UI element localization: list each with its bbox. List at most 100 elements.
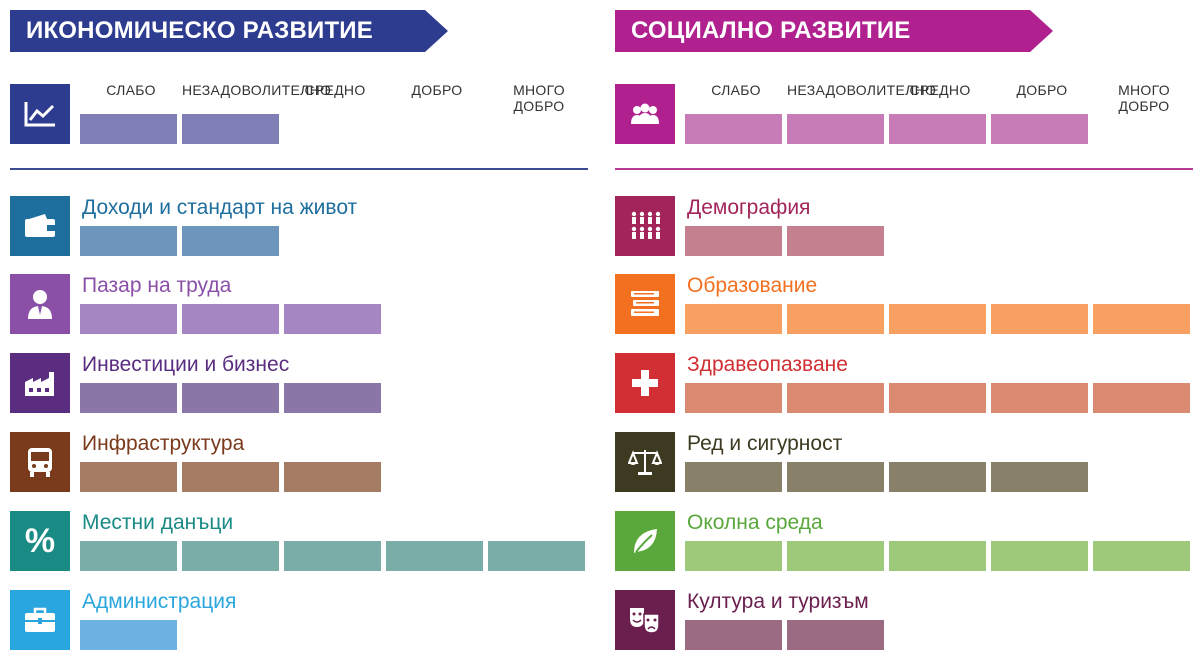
rating-segment	[1093, 541, 1190, 571]
social-panel: СОЦИАЛНО РАЗВИТИЕ СЛАБО НЕЗАДОВОЛИТЕЛНО …	[605, 0, 1195, 660]
rating-segment	[787, 462, 884, 492]
rating-segment	[386, 541, 483, 571]
scale-label-average: СРЕДНО	[304, 82, 366, 98]
rating-segment	[787, 620, 884, 650]
row-title-infrastructure: Инфраструктура	[82, 432, 245, 455]
row-bars-culture-tourism	[685, 620, 1195, 650]
social-banner: СОЦИАЛНО РАЗВИТИЕ	[615, 10, 1053, 52]
economic-panel: ИКОНОМИЧЕСКО РАЗВИТИЕ СЛАБО НЕЗАДОВОЛИТЕ…	[0, 0, 590, 660]
books-icon	[615, 274, 675, 334]
row-title-income: Доходи и стандарт на живот	[82, 196, 358, 219]
row-bars-local-taxes	[80, 541, 590, 571]
briefcase-icon	[10, 590, 70, 650]
rating-segment	[80, 541, 177, 571]
leaf-icon	[615, 511, 675, 571]
rating-segment	[488, 541, 585, 571]
row-bars-environment	[685, 541, 1195, 571]
rating-segment	[889, 383, 986, 413]
rating-segment	[685, 541, 782, 571]
row-bars-healthcare	[685, 383, 1195, 413]
theater-masks-icon	[615, 590, 675, 650]
rating-segment	[991, 462, 1088, 492]
row-title-local-taxes: Местни данъци	[82, 511, 234, 534]
rating-segment	[991, 541, 1088, 571]
row-bars-labor-market	[80, 304, 590, 334]
worker-icon	[10, 274, 70, 334]
rating-segment	[991, 304, 1088, 334]
rating-segment	[787, 226, 884, 256]
row-bars-administration	[80, 620, 590, 650]
chart-icon	[10, 84, 70, 144]
economic-overall-bars	[80, 114, 590, 144]
rating-segment	[889, 114, 986, 144]
health-cross-icon	[615, 353, 675, 413]
scale-label-average: СРЕДНО	[909, 82, 971, 98]
economic-divider	[10, 168, 588, 170]
rating-segment	[284, 541, 381, 571]
row-title-administration: Администрация	[82, 590, 237, 613]
population-icon	[615, 196, 675, 256]
rating-segment	[889, 541, 986, 571]
rating-segment	[685, 114, 782, 144]
rating-segment	[182, 462, 279, 492]
rating-segment	[182, 226, 279, 256]
rating-segment	[685, 620, 782, 650]
rating-segment	[182, 541, 279, 571]
scales-icon	[615, 432, 675, 492]
rating-segment	[685, 304, 782, 334]
rating-segment	[284, 383, 381, 413]
row-bars-order-security	[685, 462, 1195, 492]
rating-segment	[80, 226, 177, 256]
row-title-order-security: Ред и сигурност	[687, 432, 843, 455]
rating-segment	[284, 462, 381, 492]
rating-segment	[182, 304, 279, 334]
rating-segment	[685, 462, 782, 492]
row-title-environment: Околна среда	[687, 511, 823, 534]
row-bars-investment	[80, 383, 590, 413]
economic-banner: ИКОНОМИЧЕСКО РАЗВИТИЕ	[10, 10, 448, 52]
rating-segment	[787, 383, 884, 413]
scale-label-unsatisfactory: НЕЗАДОВОЛИТЕЛНО	[182, 82, 332, 98]
scale-label-very-good: МНОГО ДОБРО	[1118, 82, 1170, 114]
factory-icon	[10, 353, 70, 413]
people-icon	[615, 84, 675, 144]
rating-segment	[685, 226, 782, 256]
row-bars-education	[685, 304, 1195, 334]
bus-icon	[10, 432, 70, 492]
social-divider	[615, 168, 1193, 170]
rating-segment	[80, 383, 177, 413]
rating-segment	[685, 383, 782, 413]
rating-segment	[787, 114, 884, 144]
scale-label-unsatisfactory: НЕЗАДОВОЛИТЕЛНО	[787, 82, 937, 98]
scale-label-weak: СЛАБО	[711, 82, 761, 98]
rating-segment	[80, 304, 177, 334]
wallet-icon	[10, 196, 70, 256]
rating-segment	[787, 304, 884, 334]
scale-label-good: ДОБРО	[1016, 82, 1068, 98]
rating-segment	[1093, 304, 1190, 334]
rating-segment	[80, 114, 177, 144]
rating-segment	[787, 541, 884, 571]
row-bars-income	[80, 226, 590, 256]
row-title-healthcare: Здравеопазване	[687, 353, 848, 376]
rating-segment	[991, 114, 1088, 144]
rating-segment	[182, 114, 279, 144]
scale-label-very-good: МНОГО ДОБРО	[513, 82, 565, 114]
scale-label-good: ДОБРО	[411, 82, 463, 98]
row-title-education: Образование	[687, 274, 818, 297]
row-title-labor-market: Пазар на труда	[82, 274, 232, 297]
social-scale-labels: СЛАБО НЕЗАДОВОЛИТЕЛНО СРЕДНО ДОБРО МНОГО…	[685, 82, 1195, 114]
row-title-investment: Инвестиции и бизнес	[82, 353, 290, 376]
rating-segment	[284, 304, 381, 334]
social-overall-bars	[685, 114, 1195, 144]
row-bars-demography	[685, 226, 1195, 256]
rating-segment	[80, 462, 177, 492]
scale-label-weak: СЛАБО	[106, 82, 156, 98]
rating-segment	[80, 620, 177, 650]
rating-segment	[889, 304, 986, 334]
row-title-demography: Демография	[687, 196, 811, 219]
rating-segment	[889, 462, 986, 492]
rating-segment	[1093, 383, 1190, 413]
percent-icon: %	[10, 511, 70, 571]
row-bars-infrastructure	[80, 462, 590, 492]
